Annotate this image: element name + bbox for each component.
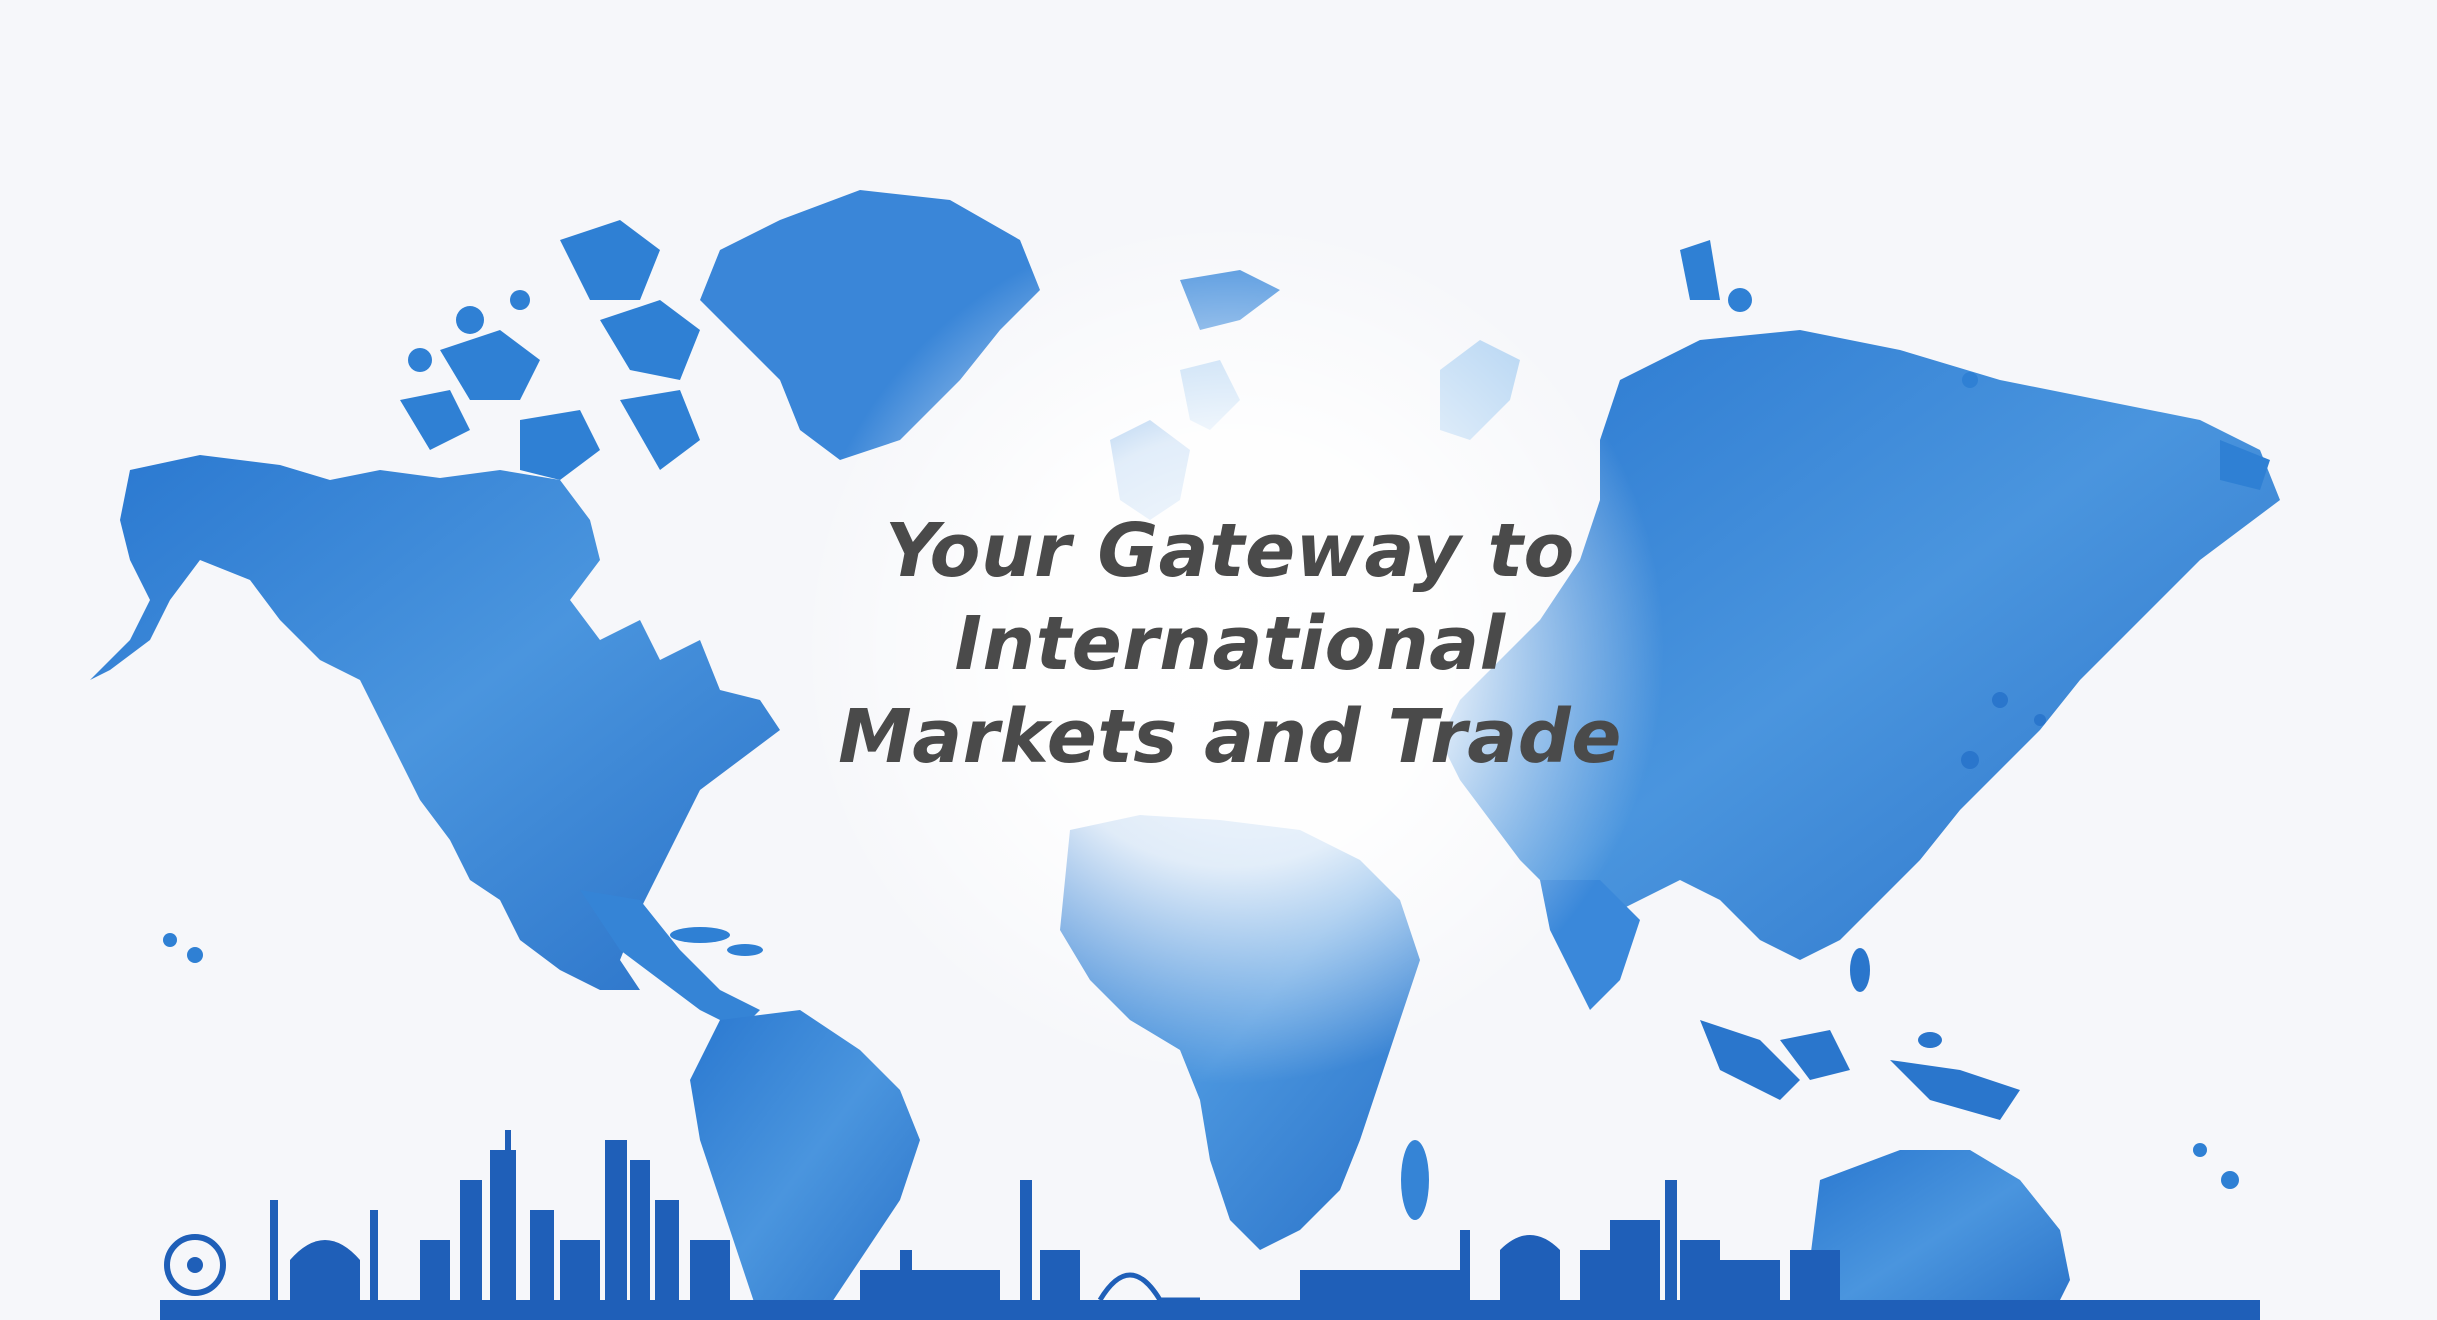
headline-line-2: International (954, 601, 1506, 687)
headline-line-1: Your Gateway to (885, 508, 1575, 594)
hero-headline: Your Gateway to International Markets an… (700, 505, 1760, 784)
headline-line-3: Markets and Trade (838, 694, 1622, 780)
city-skyline (160, 1130, 2260, 1320)
